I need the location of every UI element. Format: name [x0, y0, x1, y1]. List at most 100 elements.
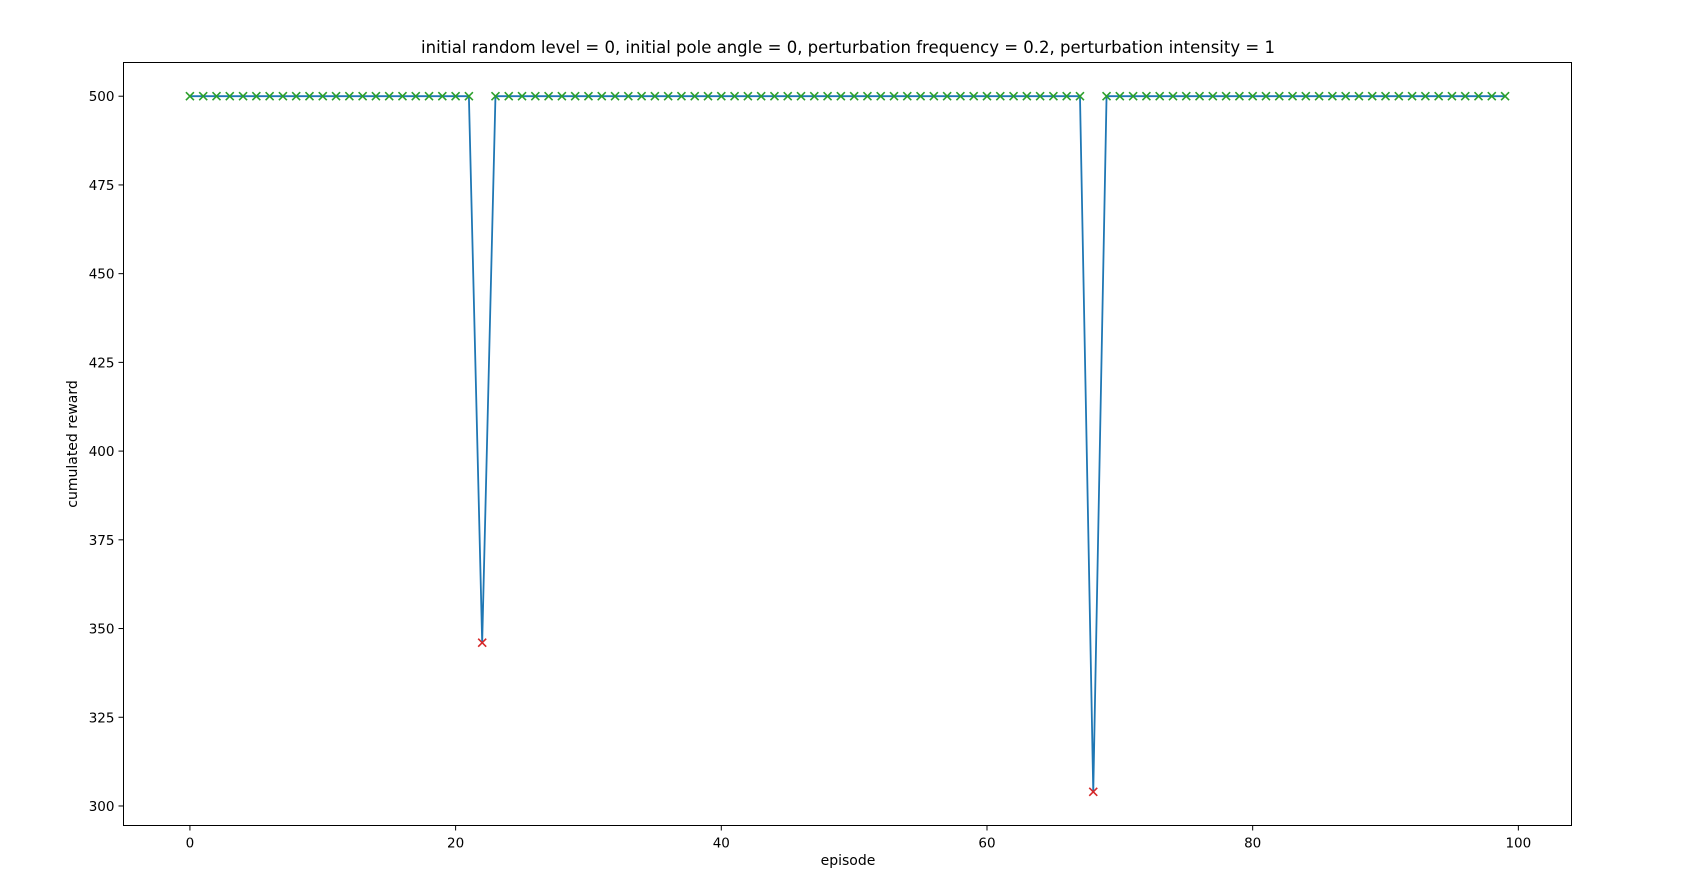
y-tick-label: 325 — [89, 710, 115, 726]
success-marker — [1327, 91, 1337, 101]
success-marker — [1048, 91, 1058, 101]
y-axis-label: cumulated reward — [65, 380, 81, 507]
success-marker — [929, 91, 939, 101]
success-marker — [902, 91, 912, 101]
success-marker — [955, 91, 965, 101]
reward-line — [189, 95, 1506, 793]
success-marker — [610, 91, 620, 101]
success-marker — [1008, 91, 1019, 101]
success-marker — [1407, 91, 1417, 101]
success-marker — [995, 91, 1005, 101]
success-marker — [318, 91, 328, 101]
success-marker — [1115, 91, 1125, 101]
success-marker — [889, 91, 899, 101]
failure-marker — [1088, 787, 1098, 797]
success-marker — [1354, 91, 1364, 101]
success-marker — [397, 91, 408, 101]
success-marker — [1314, 91, 1324, 101]
success-marker — [836, 91, 846, 101]
success-marker — [251, 91, 261, 101]
success-marker — [1420, 91, 1430, 101]
success-marker — [1234, 91, 1244, 101]
success-marker — [384, 91, 394, 101]
success-marker — [544, 91, 554, 101]
success-marker — [915, 91, 926, 101]
y-tick-label: 375 — [89, 533, 115, 549]
success-marker — [703, 91, 713, 101]
success-marker — [1022, 91, 1032, 101]
success-marker — [796, 91, 806, 101]
success-marker — [1380, 91, 1391, 101]
x-tick-label: 60 — [978, 836, 995, 852]
success-marker — [809, 91, 819, 101]
success-marker — [185, 91, 195, 101]
y-axis: 300 325 350 375 400 425 450 475 500 — [89, 89, 124, 815]
success-marker — [490, 91, 501, 101]
x-axis: 0 20 40 60 80 100 — [186, 825, 1531, 852]
success-marker — [1473, 91, 1484, 101]
y-tick-label: 425 — [89, 355, 115, 371]
success-marker — [1128, 91, 1138, 101]
success-marker — [358, 91, 368, 101]
success-marker — [583, 91, 594, 101]
success-marker — [1221, 91, 1231, 101]
success-marker — [690, 91, 700, 101]
success-marker — [451, 91, 461, 101]
y-tick-label: 450 — [89, 267, 115, 283]
success-marker — [1367, 91, 1377, 101]
success-marker — [969, 91, 979, 101]
success-marker — [291, 91, 301, 101]
success-marker — [1287, 91, 1298, 101]
success-marker — [265, 91, 275, 101]
success-marker — [650, 91, 660, 101]
y-tick-label: 475 — [89, 178, 115, 194]
success-marker — [769, 91, 780, 101]
success-marker — [1487, 91, 1497, 101]
success-marker — [1101, 91, 1112, 101]
x-tick-label: 80 — [1244, 836, 1261, 852]
success-marker — [637, 91, 647, 101]
success-marker — [1394, 91, 1404, 101]
success-marker — [504, 91, 514, 101]
success-marker — [331, 91, 341, 101]
success-marker — [730, 91, 740, 101]
success-marker — [823, 91, 833, 101]
success-marker — [344, 91, 354, 101]
success-marker — [1460, 91, 1470, 101]
success-marker — [304, 91, 315, 101]
success-marker — [1035, 91, 1045, 101]
success-marker — [783, 91, 793, 101]
success-marker — [876, 91, 886, 101]
success-marker — [1301, 91, 1311, 101]
success-marker — [1248, 91, 1258, 101]
success-marker — [942, 91, 952, 101]
success-marker — [1447, 91, 1457, 101]
success-marker — [982, 91, 992, 101]
success-marker — [1500, 91, 1510, 101]
success-marker — [517, 91, 527, 101]
success-marker — [1062, 91, 1072, 101]
success-marker — [716, 91, 726, 101]
success-marker — [424, 91, 434, 101]
success-marker — [198, 91, 208, 101]
x-tick-label: 100 — [1505, 836, 1531, 852]
success-marker — [371, 91, 381, 101]
success-marker — [225, 91, 235, 101]
y-tick-label: 300 — [89, 799, 115, 815]
markers-layer — [185, 91, 1510, 797]
success-marker — [663, 91, 673, 101]
plot-area — [123, 62, 1572, 826]
x-tick-label: 0 — [186, 836, 195, 852]
success-marker — [211, 91, 222, 101]
success-marker — [1261, 91, 1271, 101]
x-tick-label: 20 — [447, 836, 464, 852]
y-tick-label: 500 — [89, 89, 115, 105]
success-marker — [676, 91, 687, 101]
success-marker — [862, 91, 872, 101]
success-marker — [1168, 91, 1178, 101]
success-marker — [1181, 91, 1191, 101]
series-layer — [189, 95, 1506, 793]
success-marker — [437, 91, 447, 101]
success-marker — [1141, 91, 1151, 101]
